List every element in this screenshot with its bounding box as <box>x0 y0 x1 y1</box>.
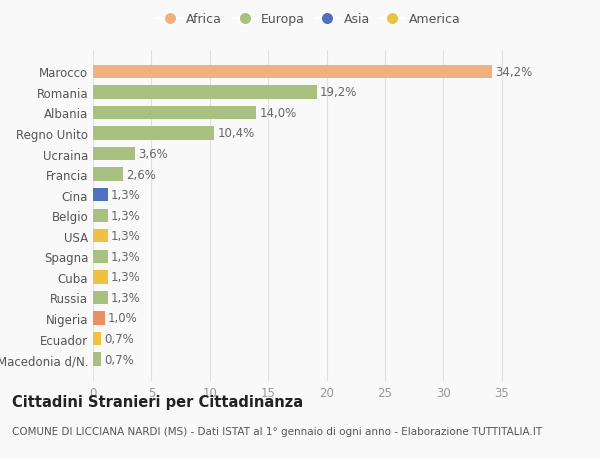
Text: Cittadini Stranieri per Cittadinanza: Cittadini Stranieri per Cittadinanza <box>12 394 303 409</box>
Text: 3,6%: 3,6% <box>138 148 168 161</box>
Text: 1,3%: 1,3% <box>111 250 141 263</box>
Text: 1,3%: 1,3% <box>111 209 141 222</box>
Text: 1,3%: 1,3% <box>111 271 141 284</box>
Bar <box>93 66 493 79</box>
Bar <box>93 168 124 181</box>
Text: 1,3%: 1,3% <box>111 189 141 202</box>
Text: 14,0%: 14,0% <box>259 106 296 120</box>
Text: 2,6%: 2,6% <box>126 168 156 181</box>
Bar <box>93 250 108 263</box>
Text: 10,4%: 10,4% <box>217 127 254 140</box>
Text: 1,3%: 1,3% <box>111 291 141 304</box>
Text: 19,2%: 19,2% <box>320 86 358 99</box>
Bar <box>93 332 101 346</box>
Bar <box>93 230 108 243</box>
Bar <box>93 189 108 202</box>
Bar <box>93 127 214 140</box>
Bar <box>93 312 104 325</box>
Text: 1,3%: 1,3% <box>111 230 141 243</box>
Text: 1,0%: 1,0% <box>107 312 137 325</box>
Text: COMUNE DI LICCIANA NARDI (MS) - Dati ISTAT al 1° gennaio di ogni anno - Elaboraz: COMUNE DI LICCIANA NARDI (MS) - Dati IST… <box>12 426 542 436</box>
Bar <box>93 147 135 161</box>
Bar <box>93 291 108 304</box>
Bar <box>93 209 108 223</box>
Text: 34,2%: 34,2% <box>495 66 532 78</box>
Text: 0,7%: 0,7% <box>104 353 134 366</box>
Bar <box>93 106 256 120</box>
Text: 0,7%: 0,7% <box>104 332 134 345</box>
Bar <box>93 86 317 99</box>
Legend: Africa, Europa, Asia, America: Africa, Europa, Asia, America <box>152 8 466 31</box>
Bar <box>93 353 101 366</box>
Bar <box>93 271 108 284</box>
